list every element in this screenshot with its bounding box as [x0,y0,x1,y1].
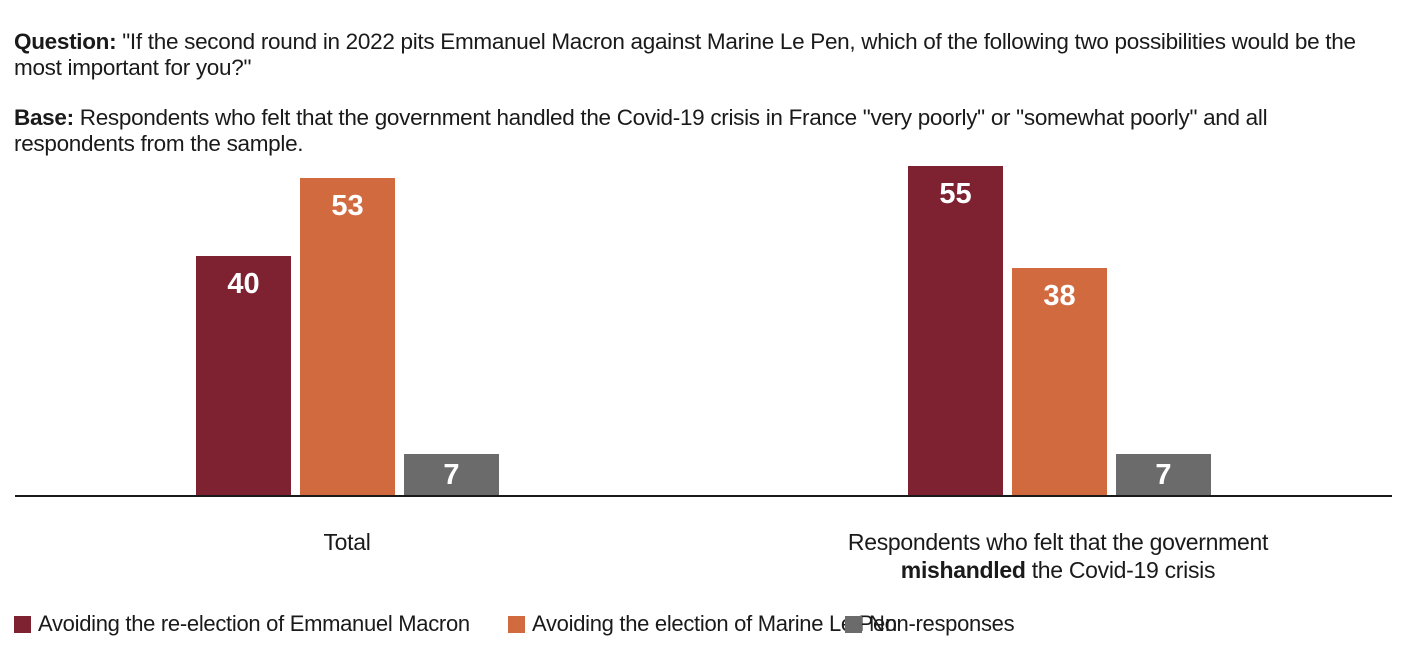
question-body: "If the second round in 2022 pits Emmanu… [14,28,1356,80]
legend-swatch-nonresponses [845,615,862,633]
base-text: Base: Respondents who felt that the gove… [14,105,1366,157]
base-body: Respondents who felt that the government… [14,104,1268,156]
legend-label-lepen: Avoiding the election of Marine Le Pen [532,611,897,636]
legend-label-nonresponses: Non-responses [869,611,1015,636]
bar-group-mishandled: 55 38 7 [908,166,1211,496]
bar-nonresponses-group-1: 7 [1116,454,1211,496]
bar-value-label: 53 [331,190,364,222]
bar-value-label: 38 [1043,280,1076,312]
legend-item-nonresponses: Non-responses [845,611,1015,637]
bar-nonresponses-group-0: 7 [404,454,499,496]
legend-label-macron: Avoiding the re-election of Emmanuel Mac… [38,611,470,636]
base-label: Base: [14,104,74,130]
x-axis-line [15,495,1392,497]
bar-macron-group-1: 55 [908,166,1003,496]
legend-swatch-lepen [508,615,525,633]
category-label-mishandled: Respondents who felt that the government… [808,528,1308,584]
bar-lepen-group-0: 53 [300,178,395,496]
bar-group-total: 40 53 7 [196,178,499,496]
bar-value-label: 7 [443,458,460,491]
category-label-mishandled-line1: Respondents who felt that the government [847,529,1269,555]
category-label-total: Total [323,529,371,555]
bar-value-label: 40 [227,268,260,300]
bar-macron-group-0: 40 [196,256,291,496]
category-label-mishandled-rest: the Covid-19 crisis [1025,557,1216,583]
legend-item-lepen: Avoiding the election of Marine Le Pen [508,611,897,637]
bar-value-label: 55 [939,178,972,210]
question-text: Question: "If the second round in 2022 p… [14,29,1366,81]
legend-swatch-macron [14,615,31,633]
bar-value-label: 7 [1155,458,1172,491]
legend-item-macron: Avoiding the re-election of Emmanuel Mac… [14,611,470,637]
bar-lepen-group-1: 38 [1012,268,1107,496]
question-label: Question: [14,28,117,54]
category-label-mishandled-bold: mishandled [900,557,1026,583]
